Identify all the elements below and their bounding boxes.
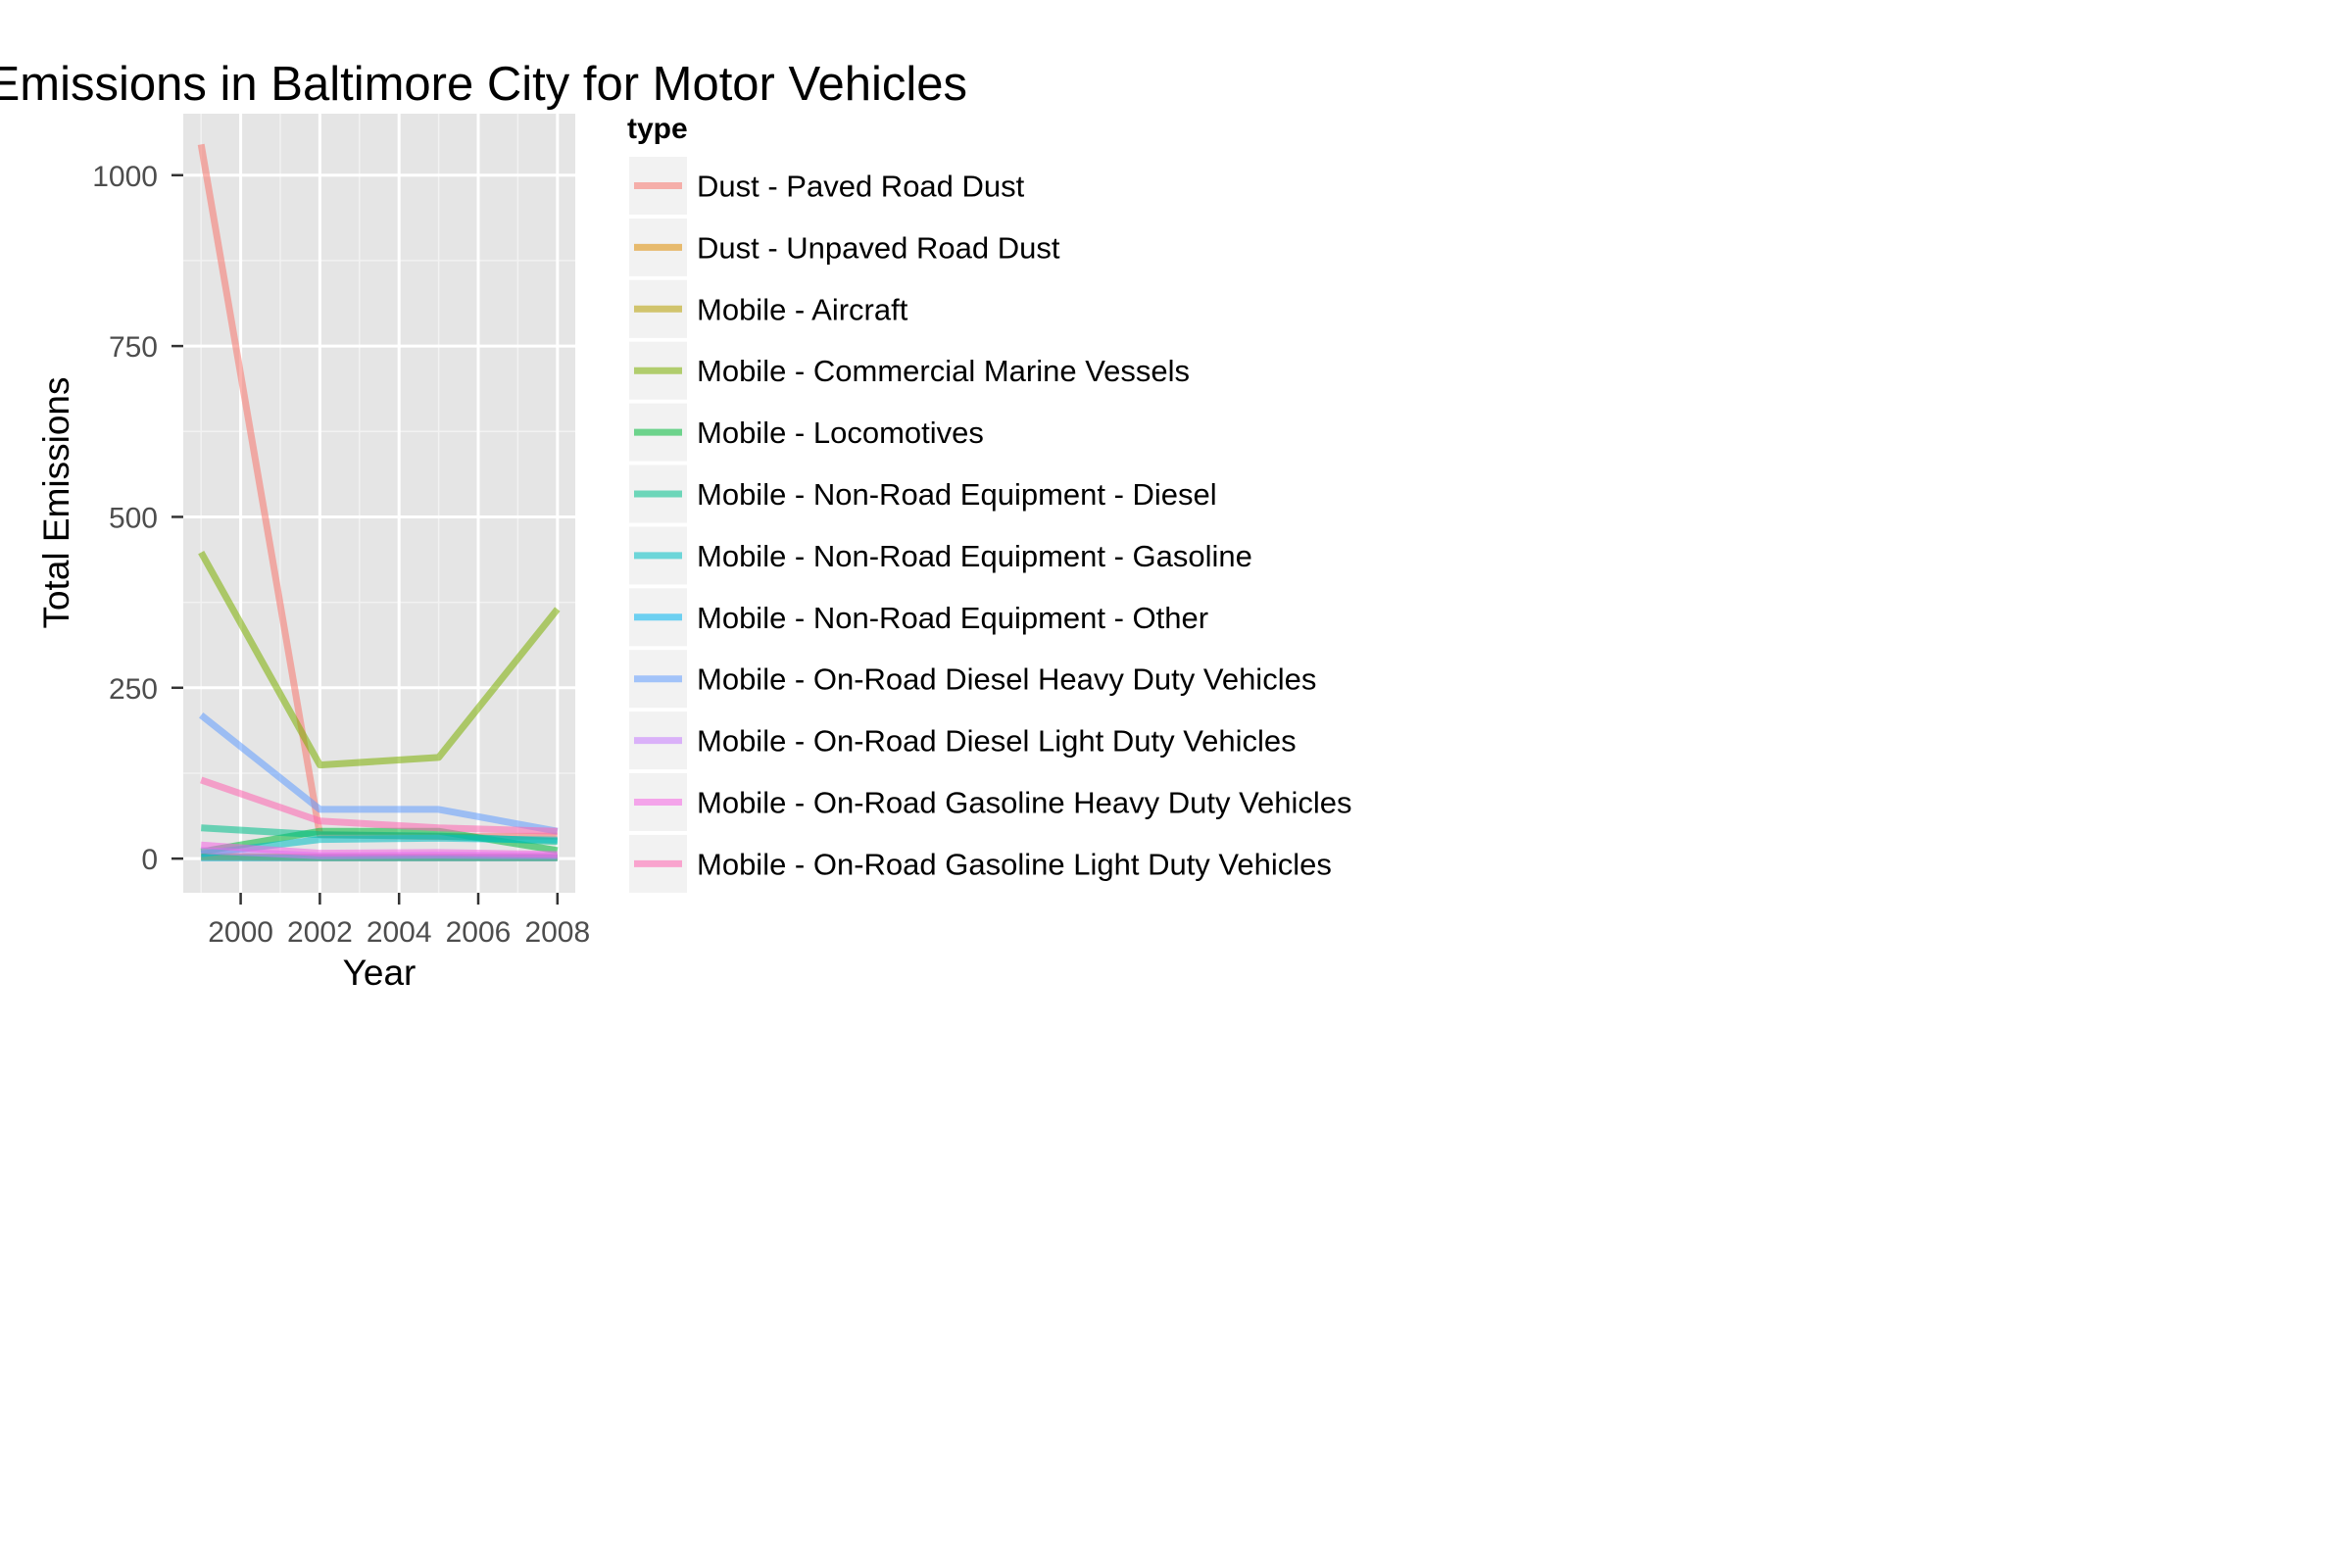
series-line xyxy=(199,711,559,835)
legend-label: Mobile - Aircraft xyxy=(697,292,908,326)
legend-label: Mobile - Non-Road Equipment - Diesel xyxy=(697,477,1217,512)
legend-item: Mobile - Non-Road Equipment - Diesel xyxy=(629,465,1217,523)
emissions-line-chart: Total Emissions in Baltimore City for Mo… xyxy=(0,58,1352,993)
x-tick-label: 2008 xyxy=(524,916,590,949)
chart-title: Total Emissions in Baltimore City for Mo… xyxy=(0,58,967,111)
series-line xyxy=(200,841,558,858)
legend-label: Mobile - On-Road Diesel Heavy Duty Vehic… xyxy=(697,662,1316,697)
x-tick-label: 2006 xyxy=(446,916,512,949)
legend-item: Mobile - Non-Road Equipment - Other xyxy=(629,588,1208,647)
series-line xyxy=(200,776,558,835)
legend-label: Mobile - Non-Road Equipment - Gasoline xyxy=(697,539,1252,573)
legend-label: Mobile - On-Road Gasoline Light Duty Veh… xyxy=(697,847,1332,881)
legend-label: Mobile - On-Road Gasoline Heavy Duty Veh… xyxy=(697,786,1352,820)
legend-items: Dust - Paved Road Dust Dust - Unpaved Roa… xyxy=(629,157,1352,893)
y-axis-label: Total Emissions xyxy=(36,376,76,628)
x-tick-label: 2004 xyxy=(367,916,432,949)
y-tick-label: 250 xyxy=(109,673,158,706)
x-tick-label: 2002 xyxy=(287,916,353,949)
legend-item: Mobile - On-Road Gasoline Heavy Duty Veh… xyxy=(629,773,1352,831)
legend-item: Mobile - On-Road Diesel Light Duty Vehic… xyxy=(629,711,1297,770)
x-tick-label: 2000 xyxy=(208,916,273,949)
y-axis-ticks: 0 250 500 750 1000 xyxy=(92,161,183,876)
legend-label: Dust - Paved Road Dust xyxy=(697,170,1025,204)
legend-item: Mobile - On-Road Diesel Heavy Duty Vehic… xyxy=(629,650,1316,709)
legend-item: Mobile - Aircraft xyxy=(629,279,908,338)
x-axis-label: Year xyxy=(343,953,416,993)
legend-item: Dust - Paved Road Dust xyxy=(629,157,1025,215)
legend-label: Dust - Unpaved Road Dust xyxy=(697,230,1060,265)
legend-label: Mobile - On-Road Diesel Light Duty Vehic… xyxy=(697,724,1297,759)
series-line xyxy=(198,550,561,769)
y-tick-label: 0 xyxy=(141,844,158,876)
y-tick-label: 1000 xyxy=(92,161,158,193)
legend-item: Mobile - On-Road Gasoline Light Duty Veh… xyxy=(629,834,1332,893)
series-lines xyxy=(197,143,561,861)
legend-item: Mobile - Non-Road Equipment - Gasoline xyxy=(629,526,1252,585)
legend-label: Mobile - Non-Road Equipment - Other xyxy=(697,601,1208,635)
legend-item: Mobile - Locomotives xyxy=(629,403,984,462)
y-tick-label: 500 xyxy=(109,502,158,534)
legend: type Dust - Paved Road Dust Dust - Unpave… xyxy=(627,113,1352,893)
x-axis-ticks: 2000 2002 2004 2006 2008 xyxy=(208,893,590,949)
legend-label: Mobile - Locomotives xyxy=(697,416,984,450)
legend-item: Mobile - Commercial Marine Vessels xyxy=(629,341,1190,400)
legend-item: Dust - Unpaved Road Dust xyxy=(629,218,1060,276)
legend-title: type xyxy=(627,113,688,145)
legend-label: Mobile - Commercial Marine Vessels xyxy=(697,354,1190,388)
y-tick-label: 750 xyxy=(109,331,158,364)
